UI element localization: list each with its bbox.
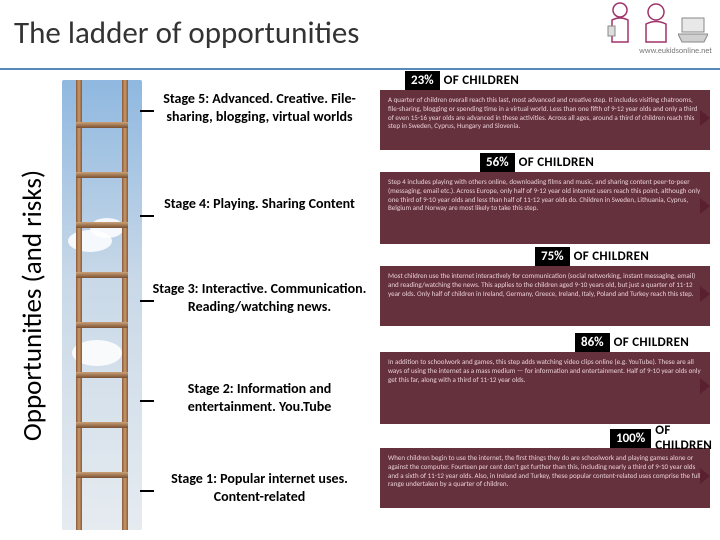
pct-value: 86% [575, 333, 610, 352]
stage-1: Stage 1: Popular internet uses. Content-… [150, 470, 369, 505]
ladder-rung [76, 272, 128, 278]
pct-suffix: OF CHILDREN [574, 249, 649, 264]
sky-bg [62, 80, 142, 530]
pct-suffix: OF CHILDREN [614, 335, 689, 350]
ladder-rung [76, 472, 128, 478]
stat-band-1: 100%OF CHILDRENWhen children begin to us… [380, 438, 710, 508]
arrow-icon [700, 468, 710, 484]
pct-value: 56% [480, 153, 515, 172]
stage-tick [140, 110, 154, 112]
ladder-rung [76, 172, 128, 178]
stages-column: Stage 5: Advanced. Creative. File-sharin… [150, 80, 375, 530]
header: The ladder of opportunities www.eukidso [0, 0, 720, 78]
stage-tick [140, 400, 154, 402]
logo: www.eukidsonline.net [602, 2, 712, 72]
stage-5: Stage 5: Advanced. Creative. File-sharin… [150, 90, 369, 125]
stat-band-5: 23%OF CHILDRENA quarter of children over… [380, 80, 710, 150]
ladder-rung [76, 122, 128, 128]
band-description: Most children use the internet interacti… [380, 266, 710, 326]
laptop-icon [678, 16, 708, 44]
stage-tick [140, 490, 154, 492]
pct-label: 56% OF CHILDREN [480, 152, 594, 172]
pct-suffix: OF CHILDREN [519, 155, 594, 170]
arrow-icon [700, 198, 710, 214]
stage-3: Stage 3: Interactive. Communication. Rea… [150, 280, 369, 315]
ladder-rung [76, 422, 128, 428]
stage-2: Stage 2: Information and entertainment. … [150, 380, 369, 415]
band-description: In addition to schoolwork and games, thi… [380, 352, 710, 424]
stage-tick [140, 215, 154, 217]
pct-suffix: OF CHILDREN [655, 423, 712, 453]
pct-label: 100%OF CHILDREN [610, 428, 712, 448]
y-axis: Opportunities (and risks) [8, 80, 58, 530]
pct-suffix: OF CHILDREN [444, 73, 519, 88]
ladder-rail [122, 80, 128, 530]
logo-url: www.eukidsonline.net [602, 46, 712, 56]
slide: The ladder of opportunities www.eukidso [0, 0, 720, 540]
cloud-icon [90, 218, 124, 238]
ladder-image [62, 80, 142, 530]
pct-value: 23% [405, 71, 440, 90]
stat-band-4: 56%OF CHILDRENStep 4 includes playing wi… [380, 162, 710, 244]
stat-band-2: 86%OF CHILDRENIn addition to schoolwork … [380, 342, 710, 424]
pct-value: 75% [535, 247, 570, 266]
band-description: Step 4 includes playing with others onli… [380, 172, 710, 244]
arrow-icon [700, 110, 710, 126]
pct-label: 86% OF CHILDREN [575, 332, 689, 352]
arrow-icon [700, 286, 710, 302]
logo-figures [602, 2, 712, 44]
stage-tick [140, 300, 154, 302]
child-icon [638, 2, 674, 44]
stat-band-3: 75%OF CHILDRENMost children use the inte… [380, 256, 710, 326]
band-description: When children begin to use the internet,… [380, 448, 710, 508]
pct-value: 100% [610, 429, 651, 448]
ladder-rung [76, 322, 128, 328]
arrow-icon [700, 378, 710, 394]
ladder-rung [76, 372, 128, 378]
pct-label: 23% OF CHILDREN [405, 70, 519, 90]
stage-4: Stage 4: Playing. Sharing Content [150, 195, 369, 213]
band-description: A quarter of children overall reach this… [380, 90, 710, 150]
person-icon [606, 2, 634, 44]
stats-column: 23%OF CHILDRENA quarter of children over… [380, 80, 710, 530]
y-axis-label: Opportunities (and risks) [17, 169, 50, 440]
ladder-rail [76, 80, 82, 530]
pct-label: 75% OF CHILDREN [535, 246, 649, 266]
content: Opportunities (and risks) Stage 5: Advan… [0, 80, 720, 530]
ladder-rung [76, 222, 128, 228]
